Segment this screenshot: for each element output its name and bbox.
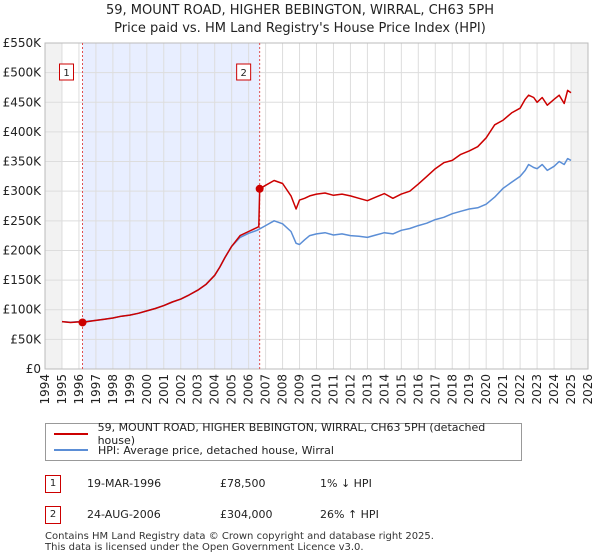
sale-point [255,184,264,193]
x-tick-label: 1995 [55,374,69,405]
chart-title: 59, MOUNT ROAD, HIGHER BEBINGTON, WIRRAL… [105,3,495,18]
x-tick-label: 2006 [242,374,256,405]
sale-number-box [236,63,252,81]
y-tick-label: £500K [3,66,43,80]
x-tick-label: 2001 [157,374,171,405]
x-tick-label: 2017 [428,374,442,405]
x-tick-label: 1998 [106,374,120,405]
y-tick-label: £0 [26,362,41,376]
x-tick-label: 2011 [326,374,340,405]
x-tick-label: 2024 [547,374,561,405]
x-tick-label: 2018 [445,374,459,405]
transaction-price: £304,000 [220,508,273,521]
x-tick-label: 2022 [513,374,527,405]
x-tick-label: 2003 [191,374,205,405]
footer-licence: This data is licensed under the Open Gov… [45,542,364,553]
x-tick-label: 1997 [89,374,103,405]
transaction-date: 24-AUG-2006 [87,508,161,521]
chart-title-block: 59, MOUNT ROAD, HIGHER BEBINGTON, WIRRAL… [0,2,600,38]
x-tick-label: 1996 [72,374,86,405]
transaction-number: 2 [45,506,61,524]
plot-frame [44,42,589,370]
legend-label-property: 59, MOUNT ROAD, HIGHER BEBINGTON, WIRRAL… [97,421,486,447]
y-tick-label: £100K [3,303,43,317]
x-tick-label: 2025 [564,374,578,405]
x-tick-label: 2026 [581,374,595,405]
x-tick-label: 2004 [208,374,222,405]
legend-swatch-hpi [54,449,88,451]
sale-number-label: 1 [63,68,69,79]
y-tick-label: £250K [3,214,43,228]
x-tick-label: 2009 [293,374,307,405]
legend: 59, MOUNT ROAD, HIGHER BEBINGTON, WIRRAL… [45,421,522,461]
x-tick-label: 2013 [360,374,374,405]
x-tick-label: 2023 [530,374,544,405]
no-data-region-start [45,43,62,369]
x-tick-label: 2014 [377,374,391,405]
y-tick-label: £450K [3,95,43,109]
x-tick-label: 2019 [462,374,476,405]
y-tick-label: £300K [3,184,43,198]
legend-item-hpi: HPI: Average price, detached house, Wirr… [54,442,334,458]
y-tick-label: £400K [3,125,43,139]
y-tick-label: £150K [3,273,43,287]
x-tick-label: 2020 [479,374,493,405]
x-tick-label: 2021 [496,374,510,405]
x-tick-label: 2016 [411,374,425,405]
x-tick-label: 2008 [276,374,290,405]
legend-swatch-property [54,433,88,435]
transaction-number: 1 [45,475,61,493]
legend-label-hpi: HPI: Average price, detached house, Wirr… [98,443,334,457]
x-tick-label: 1999 [123,374,137,405]
transaction-date: 19-MAR-1996 [87,477,162,490]
property-series-line [61,89,572,324]
no-data-region-end [571,43,588,369]
transaction-price: £78,500 [220,477,266,490]
sale-number-label: 2 [240,68,246,79]
price-chart: £0 £50K £100K £150K £200K £250K £300K £350K £400… [3,36,595,405]
y-tick-label: £350K [3,155,43,169]
chart-subtitle: Price paid vs. HM Land Registry's House … [114,21,486,36]
x-tick-label: 2007 [259,374,273,405]
footer-copyright: Contains HM Land Registry data © Crown c… [45,531,434,542]
y-tick-label: £550K [3,36,43,50]
footer: Contains HM Land Registry data © Crown c… [45,531,434,553]
x-tick-label: 2005 [225,374,239,405]
y-tick-label: £200K [3,243,43,257]
sale-point [78,318,87,327]
x-tick-label: 2010 [310,374,324,405]
transaction-hpi-diff: 1% ↓ HPI [320,477,372,490]
ownership-period-shade [82,43,260,369]
x-tick-label: 2015 [394,374,408,405]
legend-item-property: 59, MOUNT ROAD, HIGHER BEBINGTON, WIRRAL… [54,421,521,447]
transaction-hpi-diff: 26% ↑ HPI [320,508,379,521]
y-tick-label: £50K [10,332,42,346]
x-tick-label: 2002 [174,374,188,405]
x-tick-label: 1994 [38,374,52,405]
x-tick-label: 2012 [343,374,357,405]
sale-number-box [59,63,75,81]
x-tick-label: 2000 [140,374,154,405]
